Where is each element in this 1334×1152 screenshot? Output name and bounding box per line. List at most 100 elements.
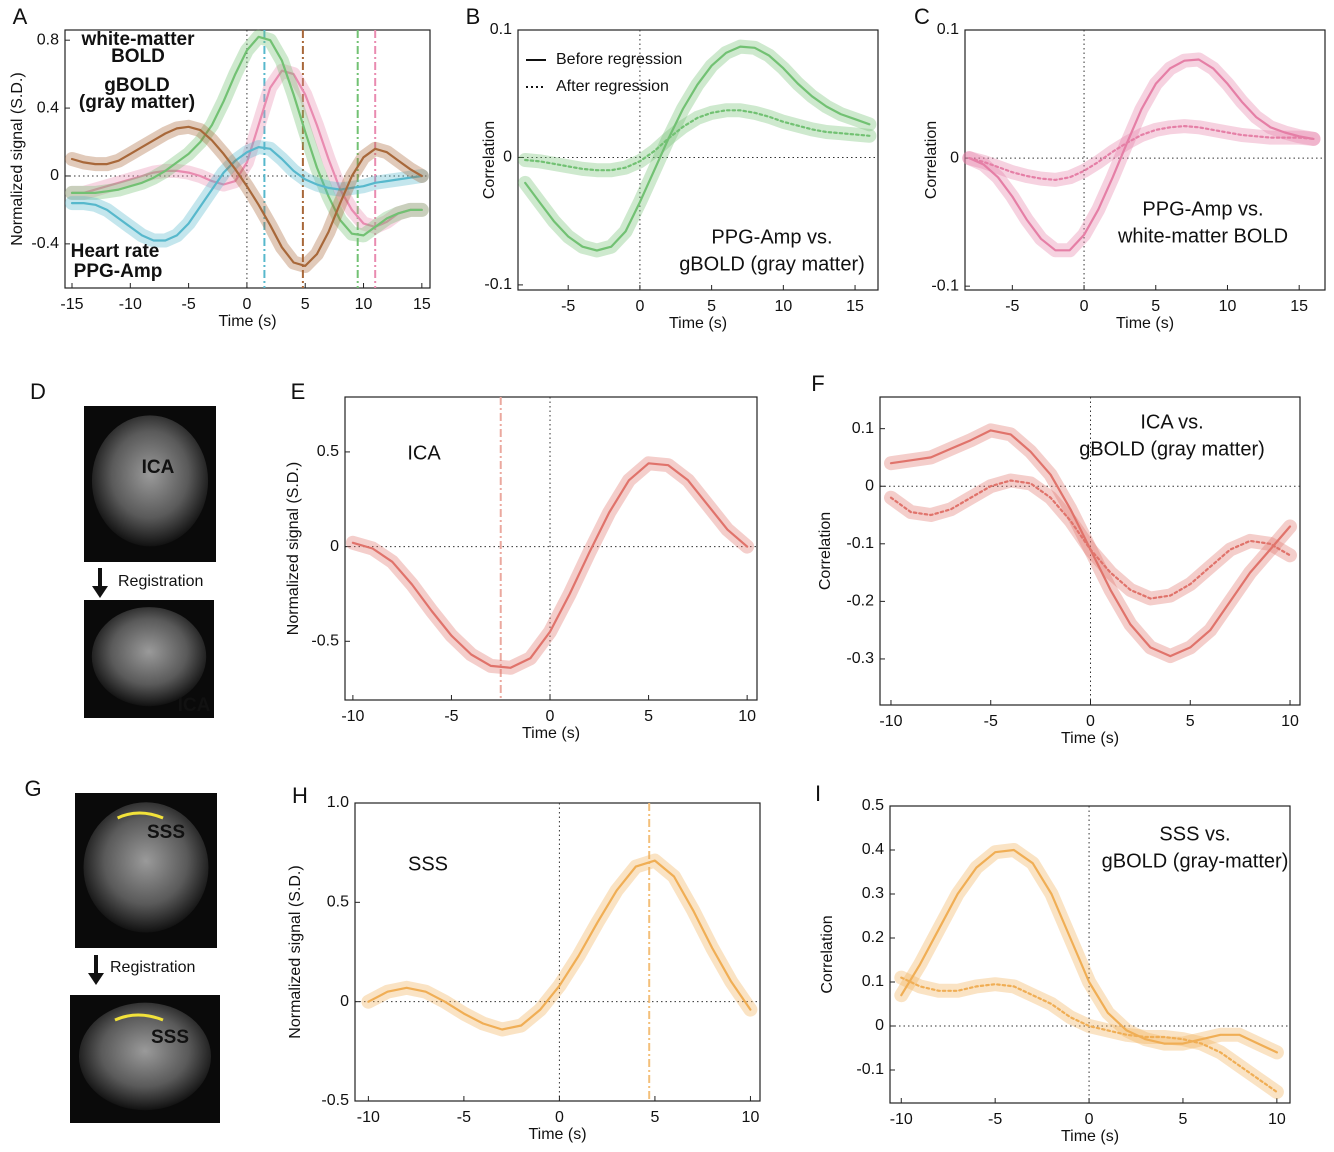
x-tick-label: 0 [242, 296, 251, 313]
image-label: Registration [110, 959, 195, 976]
annotation: (gray matter) [79, 92, 195, 113]
annotation: SSS vs. [1159, 823, 1230, 845]
x-tick-label: -15 [60, 296, 83, 313]
x-axis-label: Time (s) [528, 1126, 586, 1143]
x-tick-label: -5 [181, 296, 195, 313]
y-tick-label: 0.2 [862, 929, 884, 946]
x-tick-label: 5 [707, 298, 716, 315]
x-tick-label: -5 [988, 1111, 1002, 1128]
annotation: BOLD [111, 46, 165, 67]
x-axis-label: Time (s) [522, 725, 580, 742]
y-tick-label: 0 [875, 1017, 884, 1034]
annotation: white-matter BOLD [1117, 225, 1288, 247]
annotation: ICA vs. [1140, 411, 1203, 433]
panel-letter: D [30, 379, 46, 404]
mri-brain [92, 415, 208, 546]
x-tick-label: 10 [742, 1109, 760, 1126]
y-tick-label: -0.5 [321, 1092, 349, 1109]
confidence-band [368, 861, 750, 1030]
image-label: Registration [118, 573, 203, 590]
x-tick-label: 5 [1179, 1111, 1188, 1128]
x-tick-label: -5 [444, 708, 458, 725]
annotation: gBOLD (gray matter) [1079, 438, 1265, 460]
y-tick-label: -0.1 [484, 276, 512, 293]
plot-frame [965, 30, 1325, 290]
y-tick-label: 0.8 [37, 31, 59, 48]
arrow-head [88, 973, 104, 985]
series-line [368, 861, 750, 1030]
annotation: PPG-Amp [74, 261, 163, 282]
x-axis-label: Time (s) [669, 315, 727, 332]
y-tick-label: 0 [50, 167, 59, 184]
y-axis-label: Correlation [817, 512, 834, 590]
annotation: PPG-Amp vs. [1142, 198, 1263, 220]
y-axis-label: Normalized signal (S.D.) [9, 72, 26, 245]
image-label: SSS [151, 1027, 189, 1048]
confidence-band [525, 47, 869, 251]
panel-letter: B [466, 4, 481, 29]
x-tick-label: -10 [357, 1109, 380, 1126]
panel-letter: C [914, 4, 930, 29]
x-tick-label: 10 [1219, 298, 1237, 315]
confidence-band [891, 481, 1290, 599]
annotation: gBOLD (gray matter) [679, 253, 865, 275]
y-axis-label: Correlation [819, 915, 836, 993]
y-tick-label: 0.5 [327, 894, 349, 911]
x-tick-label: 5 [1186, 713, 1195, 730]
x-tick-label: 15 [413, 296, 431, 313]
x-tick-label: 0 [635, 298, 644, 315]
x-tick-label: 0 [1085, 1111, 1094, 1128]
panel-letter: I [815, 781, 821, 806]
x-tick-label: 0 [1086, 713, 1095, 730]
legend-label: Before regression [556, 51, 682, 68]
x-tick-label: 5 [1151, 298, 1160, 315]
legend-label: After regression [556, 78, 669, 95]
y-tick-label: 0.1 [852, 420, 874, 437]
panel-letter: E [291, 379, 306, 404]
y-tick-label: 0 [865, 477, 874, 494]
mri-brain [92, 607, 206, 706]
image-label: ICA [178, 695, 211, 716]
annotation: gBOLD (gray-matter) [1102, 850, 1289, 872]
x-tick-label: -5 [561, 298, 575, 315]
x-tick-label: -5 [984, 713, 998, 730]
x-tick-label: 10 [774, 298, 792, 315]
y-axis-label: Normalized signal (S.D.) [287, 865, 304, 1038]
x-tick-label: -10 [119, 296, 142, 313]
plot-frame [355, 803, 760, 1101]
y-tick-label: 0.1 [490, 21, 512, 38]
y-tick-label: -0.1 [931, 277, 959, 294]
x-axis-label: Time (s) [218, 313, 276, 330]
y-tick-label: 0.4 [862, 841, 884, 858]
y-tick-label: 0 [503, 149, 512, 166]
x-tick-label: -5 [1005, 298, 1019, 315]
y-axis-label: Correlation [923, 121, 940, 199]
y-tick-label: 0.1 [937, 21, 959, 38]
y-tick-label: 0.5 [862, 797, 884, 814]
y-tick-label: 0 [950, 149, 959, 166]
y-tick-label: -0.5 [311, 633, 339, 650]
arrow-head [92, 586, 108, 598]
x-tick-label: 10 [1268, 1111, 1286, 1128]
x-tick-label: -5 [457, 1109, 471, 1126]
y-tick-label: 1.0 [327, 794, 349, 811]
x-tick-label: 0 [1080, 298, 1089, 315]
mri-brain [79, 1003, 211, 1111]
y-tick-label: -0.3 [846, 650, 874, 667]
panel-letter: H [292, 783, 308, 808]
x-axis-label: Time (s) [1061, 1128, 1119, 1145]
confidence-band [969, 60, 1313, 251]
x-tick-label: 0 [555, 1109, 564, 1126]
panel-letter: G [24, 776, 41, 801]
x-axis-label: Time (s) [1061, 730, 1119, 747]
x-tick-label: 10 [1281, 713, 1299, 730]
y-tick-label: 0.5 [317, 443, 339, 460]
x-tick-label: -10 [341, 708, 364, 725]
y-tick-label: -0.4 [31, 235, 59, 252]
confidence-band [353, 463, 747, 668]
x-tick-label: 0 [546, 708, 555, 725]
y-tick-label: 0 [340, 993, 349, 1010]
x-tick-label: 5 [650, 1109, 659, 1126]
x-tick-label: 5 [644, 708, 653, 725]
y-axis-label: Normalized signal (S.D.) [285, 462, 302, 635]
